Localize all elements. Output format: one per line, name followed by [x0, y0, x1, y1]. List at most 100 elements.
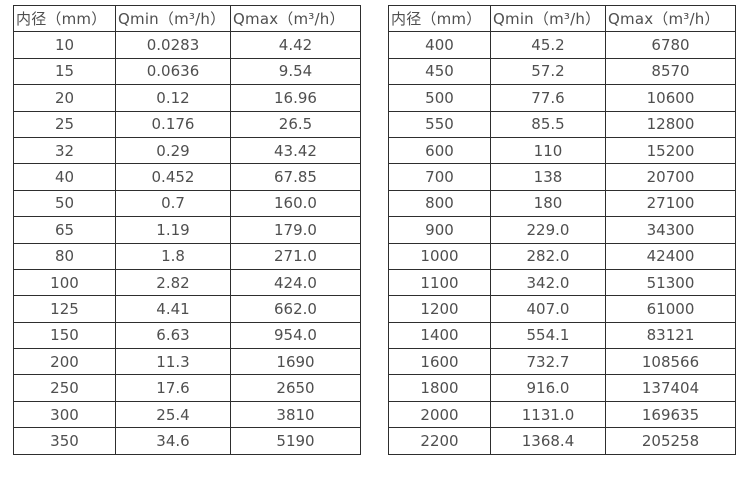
header-row: 内径（mm） Qmin（m³/h） Qmax（m³/h）	[388, 4, 736, 33]
table-cell: 2000	[388, 400, 491, 429]
table-cell: 138	[490, 163, 606, 191]
table-cell: 57.2	[490, 57, 606, 86]
table-row: 2200 1368.4 205258	[388, 427, 736, 455]
table-row: 20 0.12 16.96	[13, 84, 361, 112]
table-cell: 10600	[605, 84, 736, 112]
table-cell: 17.6	[115, 374, 231, 402]
table-cell: 4.42	[230, 31, 361, 59]
column-header: Qmax（m³/h）	[230, 4, 361, 33]
table-cell: 900	[388, 216, 491, 244]
column-header: Qmin（m³/h）	[490, 4, 606, 33]
table-cell: 0.0283	[115, 31, 231, 59]
column-header: 内径（mm）	[388, 4, 491, 33]
table-cell: 110	[490, 136, 606, 165]
table-cell: 0.0636	[115, 57, 231, 86]
table-cell: 554.1	[490, 321, 606, 350]
table-row: 15 0.0636 9.54	[13, 57, 361, 86]
table-cell: 205258	[605, 427, 736, 455]
table-row: 1200 407.0 61000	[388, 295, 736, 323]
table-cell: 1800	[388, 374, 491, 402]
table-row: 300 25.4 3810	[13, 400, 361, 429]
table-cell: 0.176	[115, 110, 231, 138]
table-cell: 50	[13, 189, 116, 218]
table-cell: 0.452	[115, 163, 231, 191]
table-row: 700 138 20700	[388, 163, 736, 191]
table-cell: 350	[13, 427, 116, 455]
table-cell: 1.8	[115, 242, 231, 270]
table-cell: 0.12	[115, 84, 231, 112]
table-cell: 700	[388, 163, 491, 191]
table-cell: 108566	[605, 348, 736, 376]
table-cell: 1131.0	[490, 400, 606, 429]
table-cell: 51300	[605, 268, 736, 297]
table-row: 1000 282.0 42400	[388, 242, 736, 270]
table-cell: 65	[13, 216, 116, 244]
table-cell: 160.0	[230, 189, 361, 218]
table-cell: 40	[13, 163, 116, 191]
table-cell: 137404	[605, 374, 736, 402]
table-row: 32 0.29 43.42	[13, 136, 361, 165]
table-row: 125 4.41 662.0	[13, 295, 361, 323]
table-cell: 6.63	[115, 321, 231, 350]
table-cell: 26.5	[230, 110, 361, 138]
table-cell: 0.7	[115, 189, 231, 218]
table-cell: 282.0	[490, 242, 606, 270]
table-cell: 271.0	[230, 242, 361, 270]
table-cell: 43.42	[230, 136, 361, 165]
table-cell: 83121	[605, 321, 736, 350]
table-row: 50 0.7 160.0	[13, 189, 361, 218]
table-cell: 100	[13, 268, 116, 297]
table-row: 250 17.6 2650	[13, 374, 361, 402]
table-cell: 300	[13, 400, 116, 429]
table-row: 25 0.176 26.5	[13, 110, 361, 138]
table-row: 1600 732.7 108566	[388, 348, 736, 376]
table-cell: 250	[13, 374, 116, 402]
table-row: 80 1.8 271.0	[13, 242, 361, 270]
flow-table-small-diameters: 内径（mm） Qmin（m³/h） Qmax（m³/h） 10 0.0283 4.42 1…	[13, 4, 361, 455]
table-cell: 16.96	[230, 84, 361, 112]
table-row: 400 45.2 6780	[388, 31, 736, 59]
table-cell: 407.0	[490, 295, 606, 323]
table-cell: 1690	[230, 348, 361, 376]
column-header: Qmax（m³/h）	[605, 4, 736, 33]
table-cell: 12800	[605, 110, 736, 138]
table-cell: 15200	[605, 136, 736, 165]
table-cell: 61000	[605, 295, 736, 323]
table-cell: 4.41	[115, 295, 231, 323]
table-cell: 25	[13, 110, 116, 138]
table-cell: 550	[388, 110, 491, 138]
table-cell: 180	[490, 189, 606, 218]
table-row: 350 34.6 5190	[13, 427, 361, 455]
table-cell: 1.19	[115, 216, 231, 244]
table-cell: 1100	[388, 268, 491, 297]
table-cell: 179.0	[230, 216, 361, 244]
table-cell: 424.0	[230, 268, 361, 297]
table-row: 40 0.452 67.85	[13, 163, 361, 191]
table-cell: 2650	[230, 374, 361, 402]
table-cell: 34.6	[115, 427, 231, 455]
table-cell: 450	[388, 57, 491, 86]
table-cell: 342.0	[490, 268, 606, 297]
table-row: 10 0.0283 4.42	[13, 31, 361, 59]
header-row: 内径（mm） Qmin（m³/h） Qmax（m³/h）	[13, 4, 361, 33]
table-cell: 25.4	[115, 400, 231, 429]
table-cell: 2.82	[115, 268, 231, 297]
table-cell: 954.0	[230, 321, 361, 350]
table-cell: 916.0	[490, 374, 606, 402]
table-row: 2000 1131.0 169635	[388, 400, 736, 429]
table-cell: 8570	[605, 57, 736, 86]
table-cell: 3810	[230, 400, 361, 429]
table-cell: 6780	[605, 31, 736, 59]
table-cell: 11.3	[115, 348, 231, 376]
table-cell: 45.2	[490, 31, 606, 59]
column-header: 内径（mm）	[13, 4, 116, 33]
table-cell: 1400	[388, 321, 491, 350]
table-cell: 32	[13, 136, 116, 165]
table-cell: 150	[13, 321, 116, 350]
table-cell: 5190	[230, 427, 361, 455]
table-cell: 662.0	[230, 295, 361, 323]
table-row: 450 57.2 8570	[388, 57, 736, 86]
table-cell: 77.6	[490, 84, 606, 112]
table-cell: 9.54	[230, 57, 361, 86]
